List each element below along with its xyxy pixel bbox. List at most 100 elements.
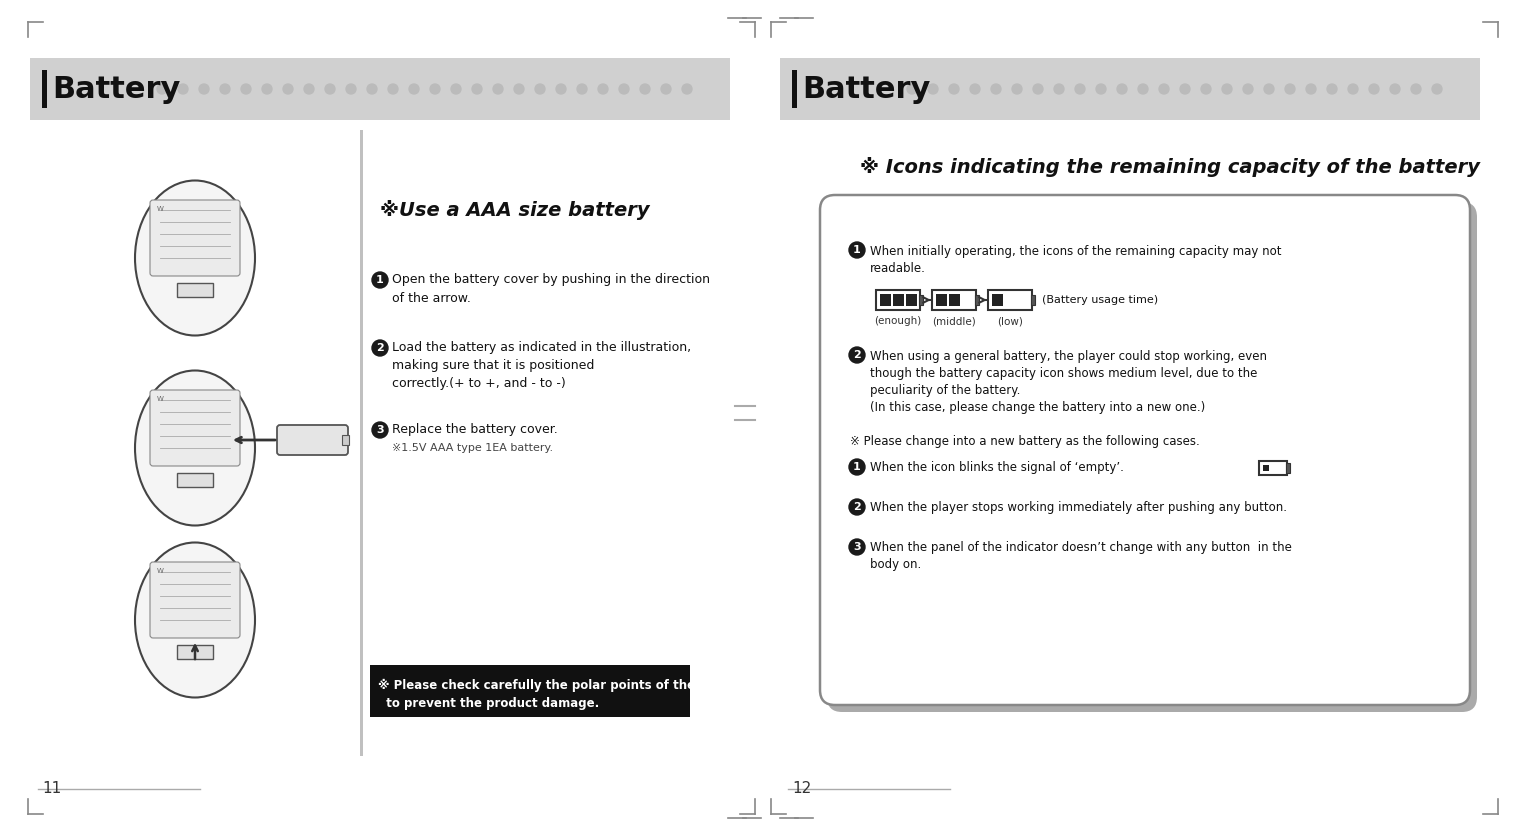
Bar: [992, 294, 1003, 306]
Circle shape: [577, 84, 588, 94]
Text: making sure that it is positioned: making sure that it is positioned: [392, 359, 594, 373]
Circle shape: [990, 84, 1001, 94]
Circle shape: [1096, 84, 1106, 94]
Ellipse shape: [134, 181, 255, 335]
Circle shape: [1160, 84, 1169, 94]
Bar: [1264, 465, 1270, 471]
Circle shape: [848, 539, 865, 555]
Text: When the player stops working immediately after pushing any button.: When the player stops working immediatel…: [870, 501, 1286, 514]
Circle shape: [848, 499, 865, 515]
Circle shape: [1306, 84, 1315, 94]
Circle shape: [1390, 84, 1399, 94]
FancyBboxPatch shape: [150, 562, 240, 638]
Text: W: W: [157, 568, 163, 574]
Bar: [935, 294, 948, 306]
Circle shape: [325, 84, 336, 94]
Circle shape: [179, 84, 188, 94]
Circle shape: [1412, 84, 1421, 94]
Text: Open the battery cover by pushing in the direction: Open the battery cover by pushing in the…: [392, 273, 710, 287]
Text: 2: 2: [853, 350, 861, 360]
FancyBboxPatch shape: [278, 425, 348, 455]
Text: 2: 2: [375, 343, 385, 353]
FancyBboxPatch shape: [819, 195, 1470, 705]
Circle shape: [1138, 84, 1148, 94]
Text: (middle): (middle): [932, 316, 975, 326]
Text: ※Use a AAA size battery: ※Use a AAA size battery: [380, 200, 650, 220]
Circle shape: [366, 84, 377, 94]
Circle shape: [848, 347, 865, 363]
Text: of the arrow.: of the arrow.: [392, 292, 472, 304]
Text: Battery: Battery: [52, 74, 180, 104]
Circle shape: [372, 272, 388, 288]
Circle shape: [452, 84, 461, 94]
Circle shape: [1012, 84, 1022, 94]
Ellipse shape: [134, 543, 255, 697]
Text: (low): (low): [996, 316, 1022, 326]
Bar: [975, 295, 980, 305]
Text: ※ Icons indicating the remaining capacity of the battery: ※ Icons indicating the remaining capacit…: [861, 157, 1480, 177]
Text: When the icon blinks the signal of ‘empty’.: When the icon blinks the signal of ‘empt…: [870, 461, 1123, 474]
Circle shape: [1244, 84, 1253, 94]
Circle shape: [1054, 84, 1064, 94]
Bar: [1286, 463, 1289, 473]
Text: correctly.(+ to +, and - to -): correctly.(+ to +, and - to -): [392, 378, 566, 390]
Circle shape: [848, 242, 865, 258]
Circle shape: [241, 84, 250, 94]
Text: (Battery usage time): (Battery usage time): [1042, 295, 1158, 305]
Text: ※ Please check carefully the polar points of the battery: ※ Please check carefully the polar point…: [378, 679, 748, 692]
Circle shape: [409, 84, 420, 94]
Text: Replace the battery cover.: Replace the battery cover.: [392, 424, 557, 436]
Text: (In this case, please change the battery into a new one.): (In this case, please change the battery…: [870, 401, 1206, 414]
FancyBboxPatch shape: [827, 202, 1477, 712]
Circle shape: [971, 84, 980, 94]
Bar: [780, 58, 1480, 120]
Circle shape: [1285, 84, 1296, 94]
Bar: [906, 294, 917, 306]
Text: body on.: body on.: [870, 558, 922, 571]
Circle shape: [430, 84, 439, 94]
Circle shape: [514, 84, 523, 94]
Bar: [31, 58, 729, 120]
Text: W: W: [157, 396, 163, 402]
Bar: [360, 130, 363, 756]
Circle shape: [1180, 84, 1190, 94]
Bar: [43, 70, 47, 108]
Text: Battery: Battery: [803, 74, 931, 104]
FancyBboxPatch shape: [177, 283, 214, 297]
FancyBboxPatch shape: [876, 290, 920, 310]
Circle shape: [620, 84, 629, 94]
Circle shape: [661, 84, 671, 94]
Text: to prevent the product damage.: to prevent the product damage.: [378, 697, 600, 710]
Circle shape: [372, 422, 388, 438]
Circle shape: [304, 84, 314, 94]
Circle shape: [1033, 84, 1042, 94]
Text: 1: 1: [853, 462, 861, 472]
Circle shape: [555, 84, 566, 94]
FancyBboxPatch shape: [177, 473, 214, 487]
Bar: [881, 294, 891, 306]
Circle shape: [388, 84, 398, 94]
Bar: [792, 70, 797, 108]
Circle shape: [848, 459, 865, 475]
Circle shape: [1074, 84, 1085, 94]
Text: peculiarity of the battery.: peculiarity of the battery.: [870, 384, 1021, 397]
FancyBboxPatch shape: [150, 200, 240, 276]
Text: 1: 1: [853, 245, 861, 255]
Circle shape: [1264, 84, 1274, 94]
FancyBboxPatch shape: [177, 645, 214, 659]
Bar: [949, 294, 960, 306]
Bar: [919, 295, 923, 305]
Text: readable.: readable.: [870, 262, 926, 275]
Circle shape: [928, 84, 938, 94]
Circle shape: [282, 84, 293, 94]
Circle shape: [472, 84, 482, 94]
FancyBboxPatch shape: [369, 665, 690, 717]
Text: When using a general battery, the player could stop working, even: When using a general battery, the player…: [870, 350, 1267, 363]
Circle shape: [198, 84, 209, 94]
Circle shape: [493, 84, 504, 94]
Bar: [342, 435, 349, 445]
Circle shape: [372, 340, 388, 356]
Text: 12: 12: [792, 781, 812, 796]
Circle shape: [1369, 84, 1380, 94]
Circle shape: [639, 84, 650, 94]
